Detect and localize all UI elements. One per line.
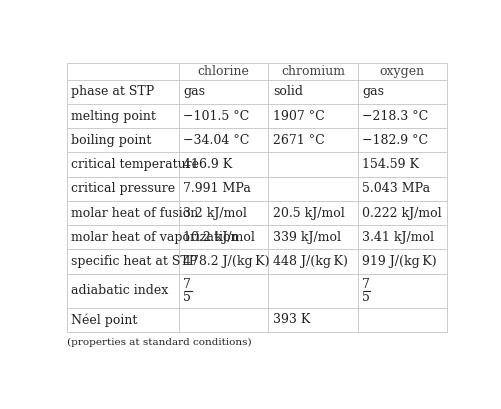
Text: gas: gas	[183, 85, 205, 98]
Text: 448 J/(kg K): 448 J/(kg K)	[273, 255, 348, 268]
Text: specific heat at STP: specific heat at STP	[71, 255, 197, 268]
Text: 1907 °C: 1907 °C	[273, 110, 325, 123]
Text: melting point: melting point	[71, 110, 156, 123]
Text: 3.41 kJ/mol: 3.41 kJ/mol	[362, 231, 434, 244]
Text: chlorine: chlorine	[197, 65, 249, 78]
Text: 339 kJ/mol: 339 kJ/mol	[273, 231, 341, 244]
Text: 154.59 K: 154.59 K	[362, 158, 419, 171]
Text: 7: 7	[362, 278, 370, 291]
Text: molar heat of vaporization: molar heat of vaporization	[71, 231, 238, 244]
Text: gas: gas	[362, 85, 384, 98]
Text: 478.2 J/(kg K): 478.2 J/(kg K)	[183, 255, 270, 268]
Bar	[67, 63, 447, 332]
Text: boiling point: boiling point	[71, 134, 151, 147]
Text: oxygen: oxygen	[380, 65, 425, 78]
Text: 919 J/(kg K): 919 J/(kg K)	[362, 255, 437, 268]
Text: 7.991 MPa: 7.991 MPa	[183, 182, 252, 195]
Text: −182.9 °C: −182.9 °C	[362, 134, 428, 147]
Text: 393 K: 393 K	[273, 313, 310, 326]
Text: −101.5 °C: −101.5 °C	[183, 110, 249, 123]
Text: solid: solid	[273, 85, 303, 98]
Text: 5: 5	[362, 290, 370, 303]
Text: (properties at standard conditions): (properties at standard conditions)	[67, 337, 251, 347]
Text: phase at STP: phase at STP	[71, 85, 154, 98]
Text: −34.04 °C: −34.04 °C	[183, 134, 250, 147]
Text: Néel point: Néel point	[71, 313, 138, 326]
Text: 10.2 kJ/mol: 10.2 kJ/mol	[183, 231, 256, 244]
Text: molar heat of fusion: molar heat of fusion	[71, 207, 198, 220]
Text: 0.222 kJ/mol: 0.222 kJ/mol	[362, 207, 442, 220]
Text: −218.3 °C: −218.3 °C	[362, 110, 428, 123]
Text: 7: 7	[183, 278, 191, 291]
Text: 416.9 K: 416.9 K	[183, 158, 232, 171]
Text: critical pressure: critical pressure	[71, 182, 175, 195]
Text: 3.2 kJ/mol: 3.2 kJ/mol	[183, 207, 247, 220]
Text: critical temperature: critical temperature	[71, 158, 199, 171]
Text: 5: 5	[183, 290, 191, 303]
Text: 20.5 kJ/mol: 20.5 kJ/mol	[273, 207, 345, 220]
Text: chromium: chromium	[281, 65, 345, 78]
Text: 5.043 MPa: 5.043 MPa	[362, 182, 430, 195]
Text: 2671 °C: 2671 °C	[273, 134, 325, 147]
Text: adiabatic index: adiabatic index	[71, 284, 168, 297]
